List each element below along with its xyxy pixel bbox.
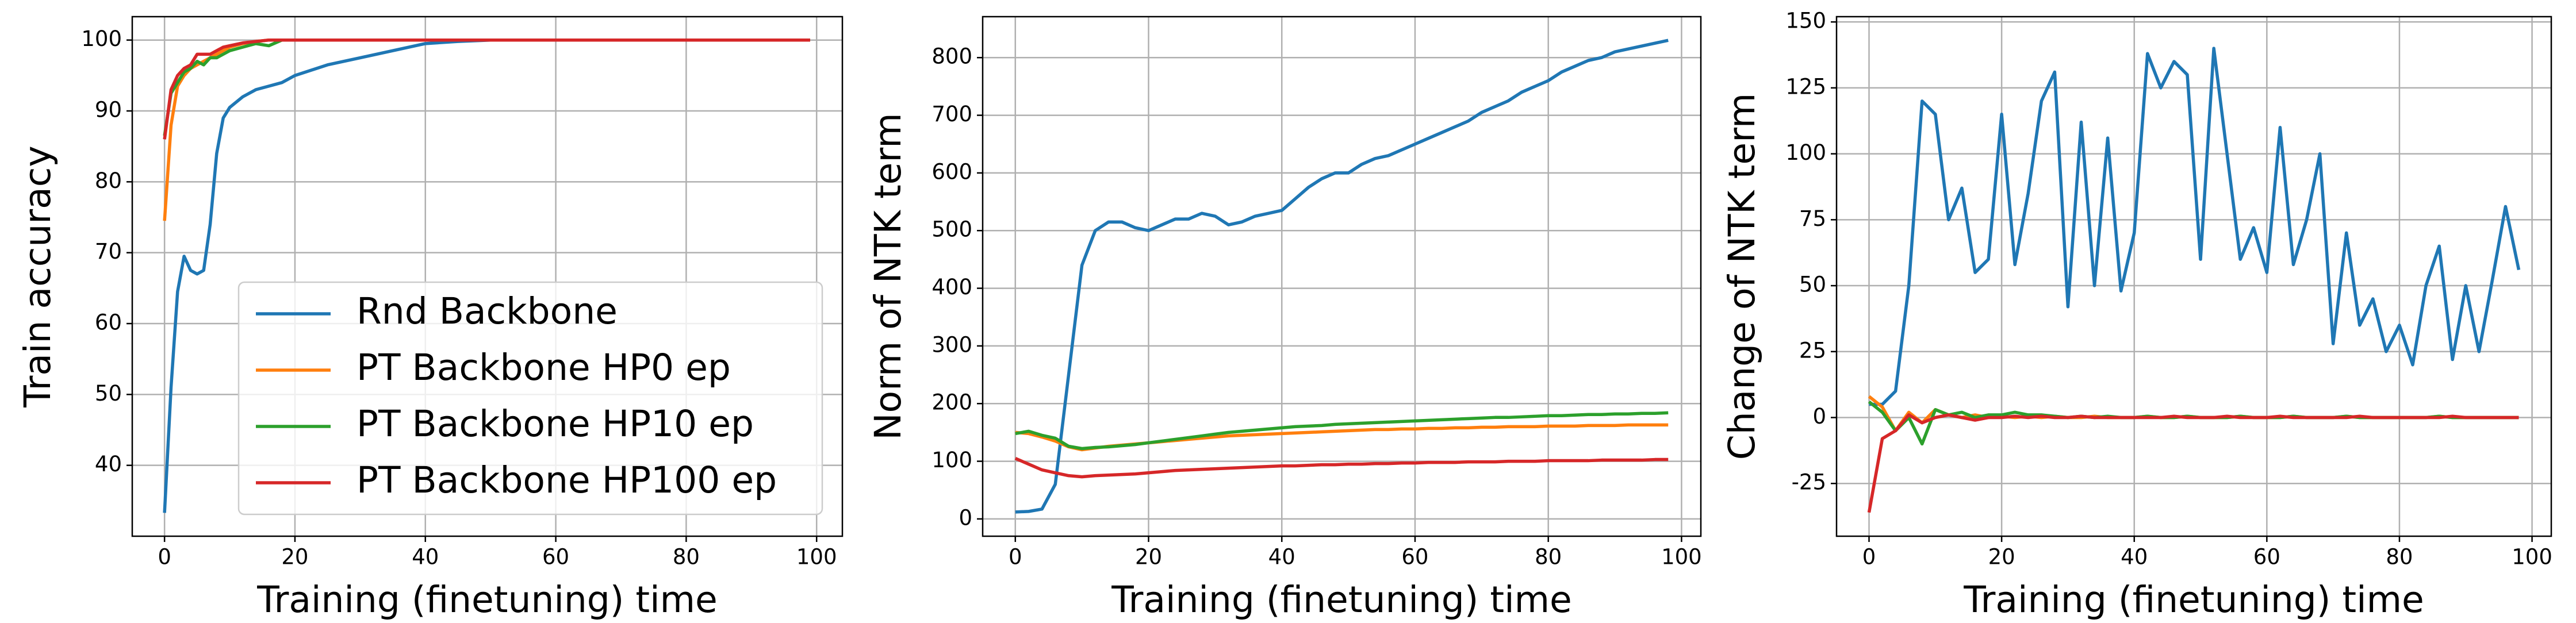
subplot: 0 20 40 60 80 100 -25 0 25 50 75 100 125 150 Training …	[1721, 9, 2552, 621]
axes-frame	[1835, 16, 2552, 537]
x-tick-label: 20	[1135, 545, 1162, 570]
data-line	[1015, 39, 1669, 514]
y-tick-label: 500	[931, 217, 972, 242]
y-tick-label: 80	[95, 168, 122, 193]
x-tick-label: 100	[2512, 545, 2552, 570]
y-tick-label: 200	[931, 390, 972, 415]
x-tick-label: 60	[1401, 545, 1428, 570]
y-tick-label: 800	[931, 44, 972, 69]
y-tick-label: 50	[95, 381, 122, 406]
axes-frame	[131, 16, 844, 537]
x-tick-label: 20	[1988, 545, 2015, 570]
y-axis-label: Change of NTK term	[1721, 93, 1763, 460]
y-tick-label: 40	[95, 452, 122, 476]
data-line	[1867, 413, 2519, 513]
legend-label: PT Backbone HP0 ep	[356, 347, 731, 389]
y-tick-label: 125	[1785, 74, 1826, 99]
x-tick-label: 80	[1535, 545, 1562, 570]
y-tick-label: 100	[81, 26, 122, 51]
y-tick-label: -25	[1792, 470, 1826, 495]
x-axis-label: Training (finetuning) time	[1111, 579, 1571, 621]
y-tick-label: 600	[931, 159, 972, 184]
subplot: 0 20 40 60 80 100 40 50 60 70 80 90 100 Training (fin…	[17, 16, 844, 621]
y-tick-label: 70	[95, 239, 122, 264]
y-tick-label: 25	[1799, 338, 1826, 363]
x-axis-label: Training (finetuning) time	[256, 579, 717, 621]
legend-label: PT Backbone HP100 ep	[356, 459, 777, 501]
data-line	[163, 38, 810, 140]
x-tick-label: 100	[1661, 545, 1702, 570]
subplot: 0 20 40 60 80 100 0 100 200 300 400 500 600 700 800 Tra…	[867, 16, 1702, 621]
y-tick-label: 0	[1812, 404, 1826, 429]
x-tick-label: 0	[1009, 545, 1022, 570]
data-line	[1869, 47, 2521, 406]
y-tick-label: 100	[1785, 140, 1826, 165]
x-tick-label: 60	[2253, 545, 2280, 570]
y-tick-label: 75	[1799, 206, 1826, 231]
data-line	[1014, 457, 1669, 479]
axes-frame	[982, 16, 1702, 537]
x-axis-label: Training (finetuning) time	[1963, 579, 2424, 621]
x-tick-label: 80	[2386, 545, 2413, 570]
y-tick-label: 700	[931, 102, 972, 126]
legend-label: PT Backbone HP10 ep	[356, 403, 754, 445]
y-tick-label: 300	[931, 332, 972, 357]
y-tick-label: 90	[95, 98, 122, 122]
y-axis-label: Train accuracy	[17, 145, 59, 407]
x-tick-label: 40	[1268, 545, 1295, 570]
x-tick-label: 60	[542, 545, 569, 570]
legend-box	[237, 281, 823, 516]
legend: Rnd Backbone PT Backbone HP0 ep PT Backbon…	[237, 281, 823, 516]
x-tick-label: 40	[412, 545, 439, 570]
y-tick-label: 50	[1799, 272, 1826, 297]
data-line	[1868, 400, 2519, 446]
data-line	[1015, 411, 1669, 451]
y-tick-label: 150	[1785, 9, 1826, 33]
x-tick-label: 0	[1862, 545, 1876, 570]
x-tick-label: 80	[673, 545, 700, 570]
legend-label: Rnd Backbone	[356, 290, 618, 332]
x-tick-label: 20	[281, 545, 308, 570]
y-axis-label: Norm of NTK term	[867, 113, 909, 440]
y-tick-label: 60	[95, 310, 122, 335]
x-tick-label: 40	[2121, 545, 2148, 570]
y-tick-label: 400	[931, 275, 972, 299]
y-tick-label: 0	[959, 505, 972, 530]
x-tick-label: 100	[796, 545, 837, 570]
y-tick-label: 100	[931, 448, 972, 472]
x-tick-label: 0	[158, 545, 171, 570]
data-line	[163, 38, 810, 221]
